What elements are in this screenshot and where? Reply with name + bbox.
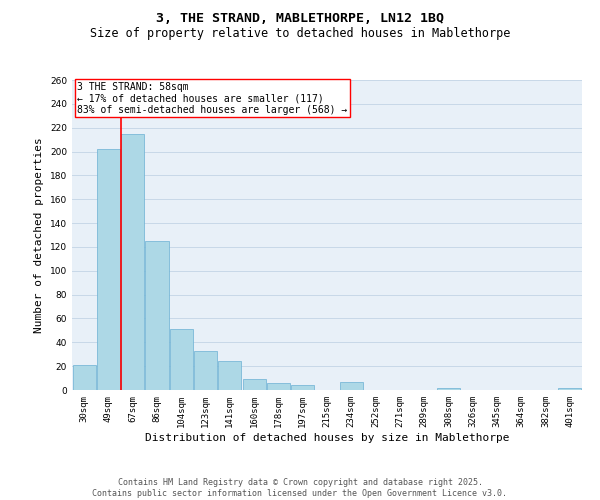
Y-axis label: Number of detached properties: Number of detached properties: [34, 137, 44, 333]
Bar: [242, 380, 266, 390]
Text: 3 THE STRAND: 58sqm
← 17% of detached houses are smaller (117)
83% of semi-detac: 3 THE STRAND: 58sqm ← 17% of detached ho…: [77, 82, 347, 115]
Text: 3, THE STRAND, MABLETHORPE, LN12 1BQ: 3, THE STRAND, MABLETHORPE, LN12 1BQ: [156, 12, 444, 26]
Text: Size of property relative to detached houses in Mablethorpe: Size of property relative to detached ho…: [90, 28, 510, 40]
Bar: [194, 350, 217, 390]
Bar: [267, 383, 290, 390]
Bar: [73, 365, 95, 390]
Bar: [97, 149, 120, 390]
Bar: [340, 382, 363, 390]
Bar: [291, 385, 314, 390]
Bar: [218, 362, 241, 390]
Bar: [437, 388, 460, 390]
Bar: [145, 241, 169, 390]
Bar: [170, 329, 193, 390]
Text: Contains HM Land Registry data © Crown copyright and database right 2025.
Contai: Contains HM Land Registry data © Crown c…: [92, 478, 508, 498]
X-axis label: Distribution of detached houses by size in Mablethorpe: Distribution of detached houses by size …: [145, 432, 509, 442]
Bar: [559, 388, 581, 390]
Bar: [121, 134, 144, 390]
